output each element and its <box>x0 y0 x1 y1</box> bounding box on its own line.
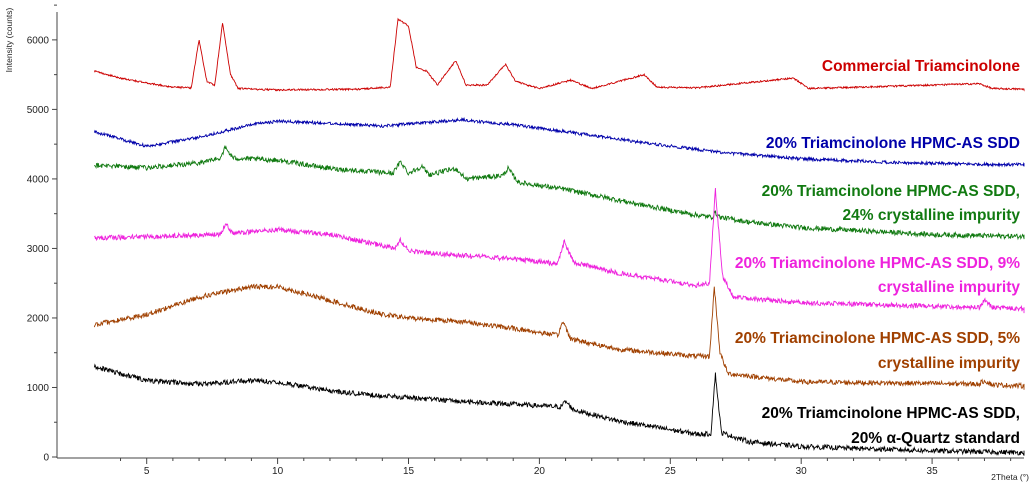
series-label-5-line-1: 20% Triamcinolone HPMC-AS SDD, 5% <box>735 330 1020 347</box>
series-label-4-line-2: crystalline impurity <box>878 279 1021 296</box>
x-tick-label: 5 <box>144 466 150 477</box>
y-tick-label: 3000 <box>27 244 50 255</box>
series-line-3 <box>93 145 1025 241</box>
x-axis-title: 2Theta (°) <box>991 472 1029 482</box>
x-tick-label: 25 <box>665 466 677 477</box>
x-tick-label: 30 <box>796 466 808 477</box>
series-line-6 <box>93 363 1025 456</box>
series-label-5-line-2: crystalline impurity <box>878 355 1021 372</box>
series-label-6-line-2: 20% α-Quartz standard <box>851 430 1020 447</box>
series-label-1: Commercial Triamcinolone <box>822 58 1020 75</box>
x-tick-group: 5 10 15 20 25 30 35 <box>120 458 1012 477</box>
x-tick-label: 10 <box>272 466 284 477</box>
series-label-group: Commercial Triamcinolone 20% Triamcinolon… <box>735 58 1020 447</box>
series-line-2 <box>93 116 1025 168</box>
y-tick-label: 2000 <box>27 313 50 324</box>
y-axis-title: Intensity (counts) <box>4 7 14 72</box>
y-tick-label: 0 <box>43 453 49 464</box>
series-line-1 <box>93 17 1025 92</box>
series-group <box>93 17 1025 456</box>
series-line-5 <box>93 283 1025 390</box>
y-tick-group: 0 1000 2000 3000 4000 5000 6000 <box>27 4 57 464</box>
x-tick-label: 20 <box>534 466 546 477</box>
y-tick-label: 1000 <box>27 383 50 394</box>
y-tick-label: 6000 <box>27 35 50 46</box>
x-tick-label: 15 <box>403 466 415 477</box>
y-tick-label: 5000 <box>27 105 50 116</box>
series-label-3-line-1: 20% Triamcinolone HPMC-AS SDD, <box>762 183 1020 200</box>
y-tick-label: 4000 <box>27 174 50 185</box>
series-line-4 <box>94 188 1025 314</box>
series-label-4-line-1: 20% Triamcinolone HPMC-AS SDD, 9% <box>735 255 1020 272</box>
series-label-2: 20% Triamcinolone HPMC-AS SDD <box>766 135 1020 152</box>
series-label-6-line-1: 20% Triamcinolone HPMC-AS SDD, <box>762 405 1020 422</box>
series-label-3-line-2: 24% crystalline impurity <box>843 207 1021 224</box>
x-tick-label: 35 <box>927 466 939 477</box>
